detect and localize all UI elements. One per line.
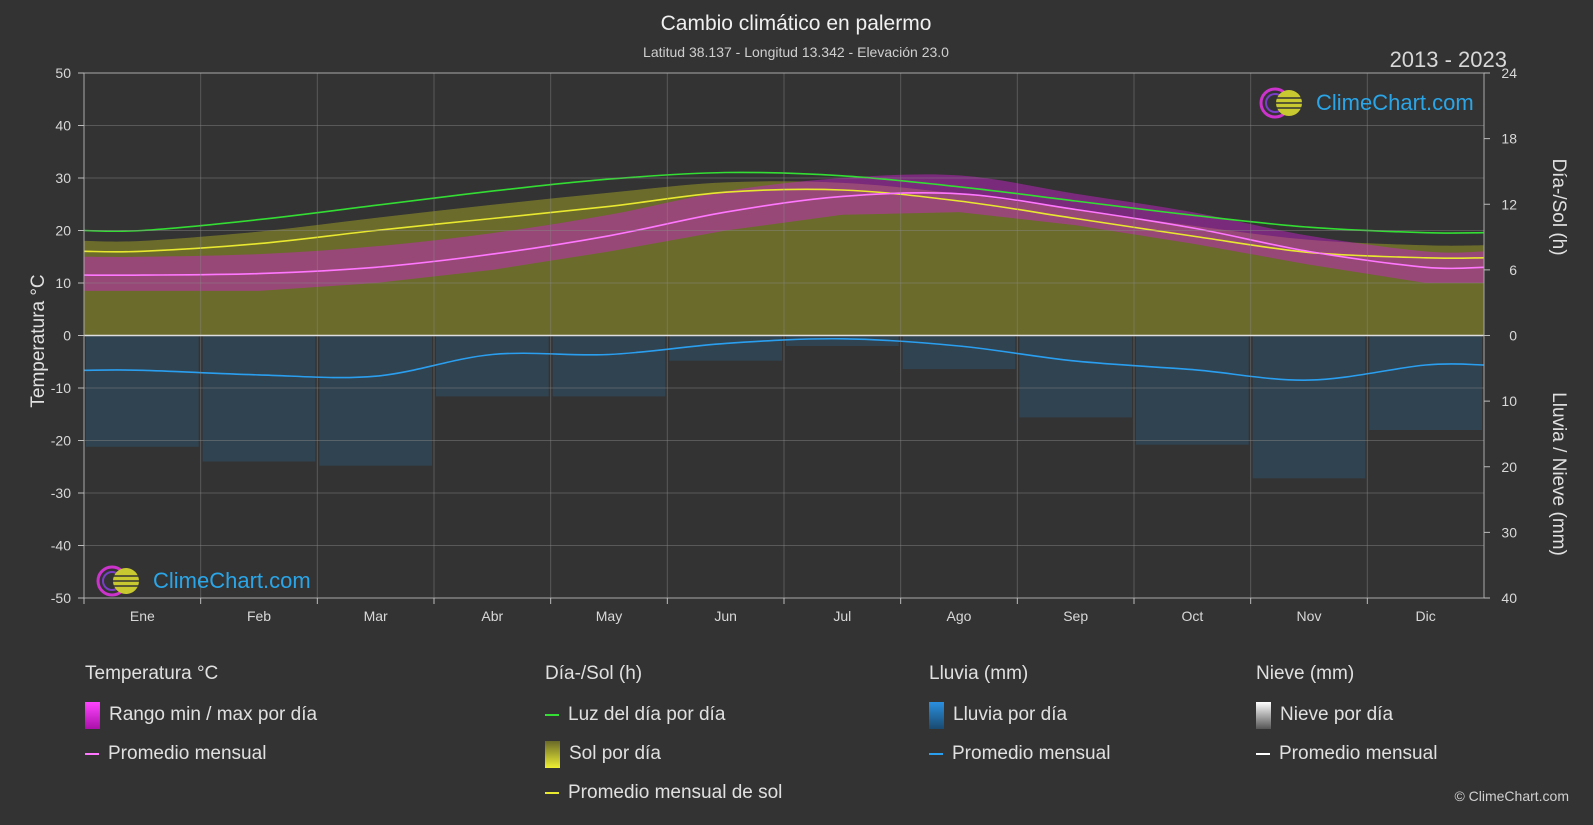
x-tick-label: Ago (947, 608, 972, 624)
x-tick-label: Jul (833, 608, 851, 624)
sunshine-avg-line (83, 188, 1485, 260)
axes: 50 40 30 20 10 0 -10 -20 -30 -40 -50 24 18 12 6 0 10 20 30… (51, 65, 1517, 624)
legend-label: Lluvia por día (953, 704, 1068, 725)
y-right-top-tick-label: 24 (1501, 65, 1517, 81)
y-right-bottom-tick-label: 30 (1501, 524, 1517, 540)
legend-item-sunshine: Sol por día (545, 740, 782, 768)
legend-temperature: Temperatura °C Rango min / max por día P… (85, 662, 317, 781)
y-left-tick-label: 20 (55, 223, 71, 239)
temp-avg-swatch (85, 753, 99, 755)
y-left-label: Temperatura °C (28, 274, 49, 407)
x-tick-label: Dic (1416, 608, 1436, 624)
rain-bar (436, 335, 549, 397)
y-right-top-tick-label: 12 (1501, 196, 1517, 212)
legend-label: Sol por día (569, 743, 661, 764)
snow-avg-swatch (1256, 753, 1270, 755)
rain-swatch (929, 701, 944, 729)
rain-bar (86, 335, 199, 447)
legend-label: Promedio mensual (108, 743, 267, 764)
x-tick-label: Feb (247, 608, 271, 624)
sunshine-swatch (545, 740, 560, 768)
legend-rain-title: Lluvia (mm) (929, 663, 1029, 684)
y-left-tick-label: -40 (51, 538, 71, 554)
rain-avg-line (83, 337, 1485, 381)
y-left-tick-label: 10 (55, 275, 71, 291)
x-tick-label: Mar (364, 608, 388, 624)
logo-text: ClimeChart.com (1316, 90, 1474, 115)
rain-bar (319, 335, 432, 466)
rain-bar (669, 335, 782, 361)
rain-bar (786, 335, 899, 346)
copyright: © ClimeChart.com (1454, 788, 1569, 804)
y-left-tick-label: -30 (51, 485, 71, 501)
legend-label: Luz del día por día (568, 704, 726, 725)
legend-item-daylight: Luz del día por día (545, 703, 782, 727)
legend-item-sun-avg: Promedio mensual de sol (545, 781, 782, 805)
legend-item-snow: Nieve por día (1256, 701, 1437, 729)
legend-snow-title: Nieve (mm) (1256, 663, 1355, 684)
x-tick-label: Oct (1181, 608, 1203, 624)
y-left-tick-label: 30 (55, 170, 71, 186)
legend-sun-title: Día-/Sol (h) (545, 663, 643, 684)
y-right-bottom-label: Lluvia / Nieve (mm) (1548, 392, 1569, 556)
rain-bar (552, 335, 666, 397)
sun-avg-swatch (545, 792, 559, 794)
temperature-avg-line (83, 192, 1485, 277)
x-tick-label: Sep (1063, 608, 1088, 624)
y-right-bottom-tick-label: 40 (1501, 590, 1517, 606)
logo-top: ClimeChart.com (1258, 86, 1474, 120)
legend-label: Promedio mensual (1279, 743, 1438, 764)
rain-bar (1252, 335, 1366, 479)
logo-text: ClimeChart.com (153, 568, 311, 593)
y-right-top-tick-label: 18 (1501, 131, 1517, 147)
daylight-line (83, 171, 1485, 234)
x-tick-label: Abr (481, 608, 503, 624)
daylight-swatch (545, 714, 559, 716)
rain-bar (1136, 335, 1249, 445)
legend-item-rain: Lluvia por día (929, 701, 1110, 729)
legend-item-rain-avg: Promedio mensual (929, 742, 1110, 766)
x-tick-label: Nov (1297, 608, 1322, 624)
chart-subtitle: Latitud 38.137 - Longitud 13.342 - Eleva… (643, 44, 949, 60)
rain-avg-swatch (929, 753, 943, 755)
legend-label: Promedio mensual de sol (568, 782, 783, 803)
logo-icon (1259, 87, 1302, 119)
y-left-tick-label: 50 (55, 65, 71, 81)
legend-sun: Día-/Sol (h) Luz del día por día Sol por… (545, 662, 782, 820)
sunshine-area (84, 181, 1484, 336)
x-tick-label: Jun (714, 608, 737, 624)
logo-bottom: ClimeChart.com (95, 564, 311, 598)
y-left-tick-label: -20 (51, 433, 71, 449)
legend-temperature-title: Temperatura °C (85, 663, 219, 684)
y-right-top-label: Día-/Sol (h) (1548, 158, 1569, 255)
legend-snow: Nieve (mm) Nieve por día Promedio mensua… (1256, 662, 1437, 781)
y-left-tick-label: -50 (51, 590, 71, 606)
legend-item-temp-range: Rango min / max por día (85, 701, 318, 729)
legend-item-temp-avg: Promedio mensual (85, 742, 317, 766)
logo-icon (96, 565, 139, 597)
rain-bar (202, 335, 316, 462)
snow-swatch (1256, 701, 1271, 729)
temp-range-swatch (85, 701, 100, 729)
y-left-tick-label: 40 (55, 118, 71, 134)
x-tick-label: May (596, 608, 622, 624)
y-right-bottom-tick-label: 10 (1501, 393, 1517, 409)
year-range: 2013 - 2023 (1390, 47, 1507, 72)
y-left-tick-label: -10 (51, 380, 71, 396)
chart-title: Cambio climático en palermo (661, 12, 932, 35)
rain-bar (1369, 335, 1482, 430)
legend-rain: Lluvia (mm) Lluvia por día Promedio mens… (929, 662, 1110, 781)
rain-bar (1019, 335, 1132, 418)
rain-bar (902, 335, 1016, 370)
y-left-tick-label: 0 (63, 328, 71, 344)
legend-label: Rango min / max por día (109, 704, 318, 725)
legend-item-snow-avg: Promedio mensual (1256, 742, 1437, 766)
y-right-top-tick-label: 0 (1509, 328, 1517, 344)
y-right-top-tick-label: 6 (1509, 262, 1517, 278)
x-tick-label: Ene (130, 608, 155, 624)
y-right-bottom-tick-label: 20 (1501, 459, 1517, 475)
legend-label: Nieve por día (1280, 704, 1394, 725)
legend-label: Promedio mensual (952, 743, 1111, 764)
